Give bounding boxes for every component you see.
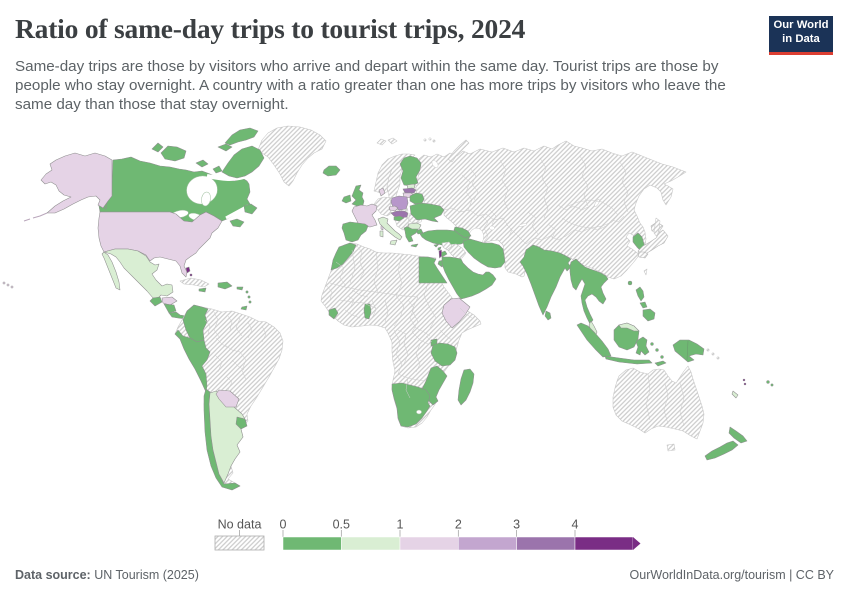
svg-text:2: 2 — [455, 518, 462, 532]
svg-text:No data: No data — [218, 518, 262, 532]
svg-text:0: 0 — [280, 518, 287, 532]
svg-text:3: 3 — [513, 518, 520, 532]
svg-text:1: 1 — [397, 518, 404, 532]
svg-text:4: 4 — [572, 518, 579, 532]
svg-text:0.5: 0.5 — [333, 518, 350, 532]
